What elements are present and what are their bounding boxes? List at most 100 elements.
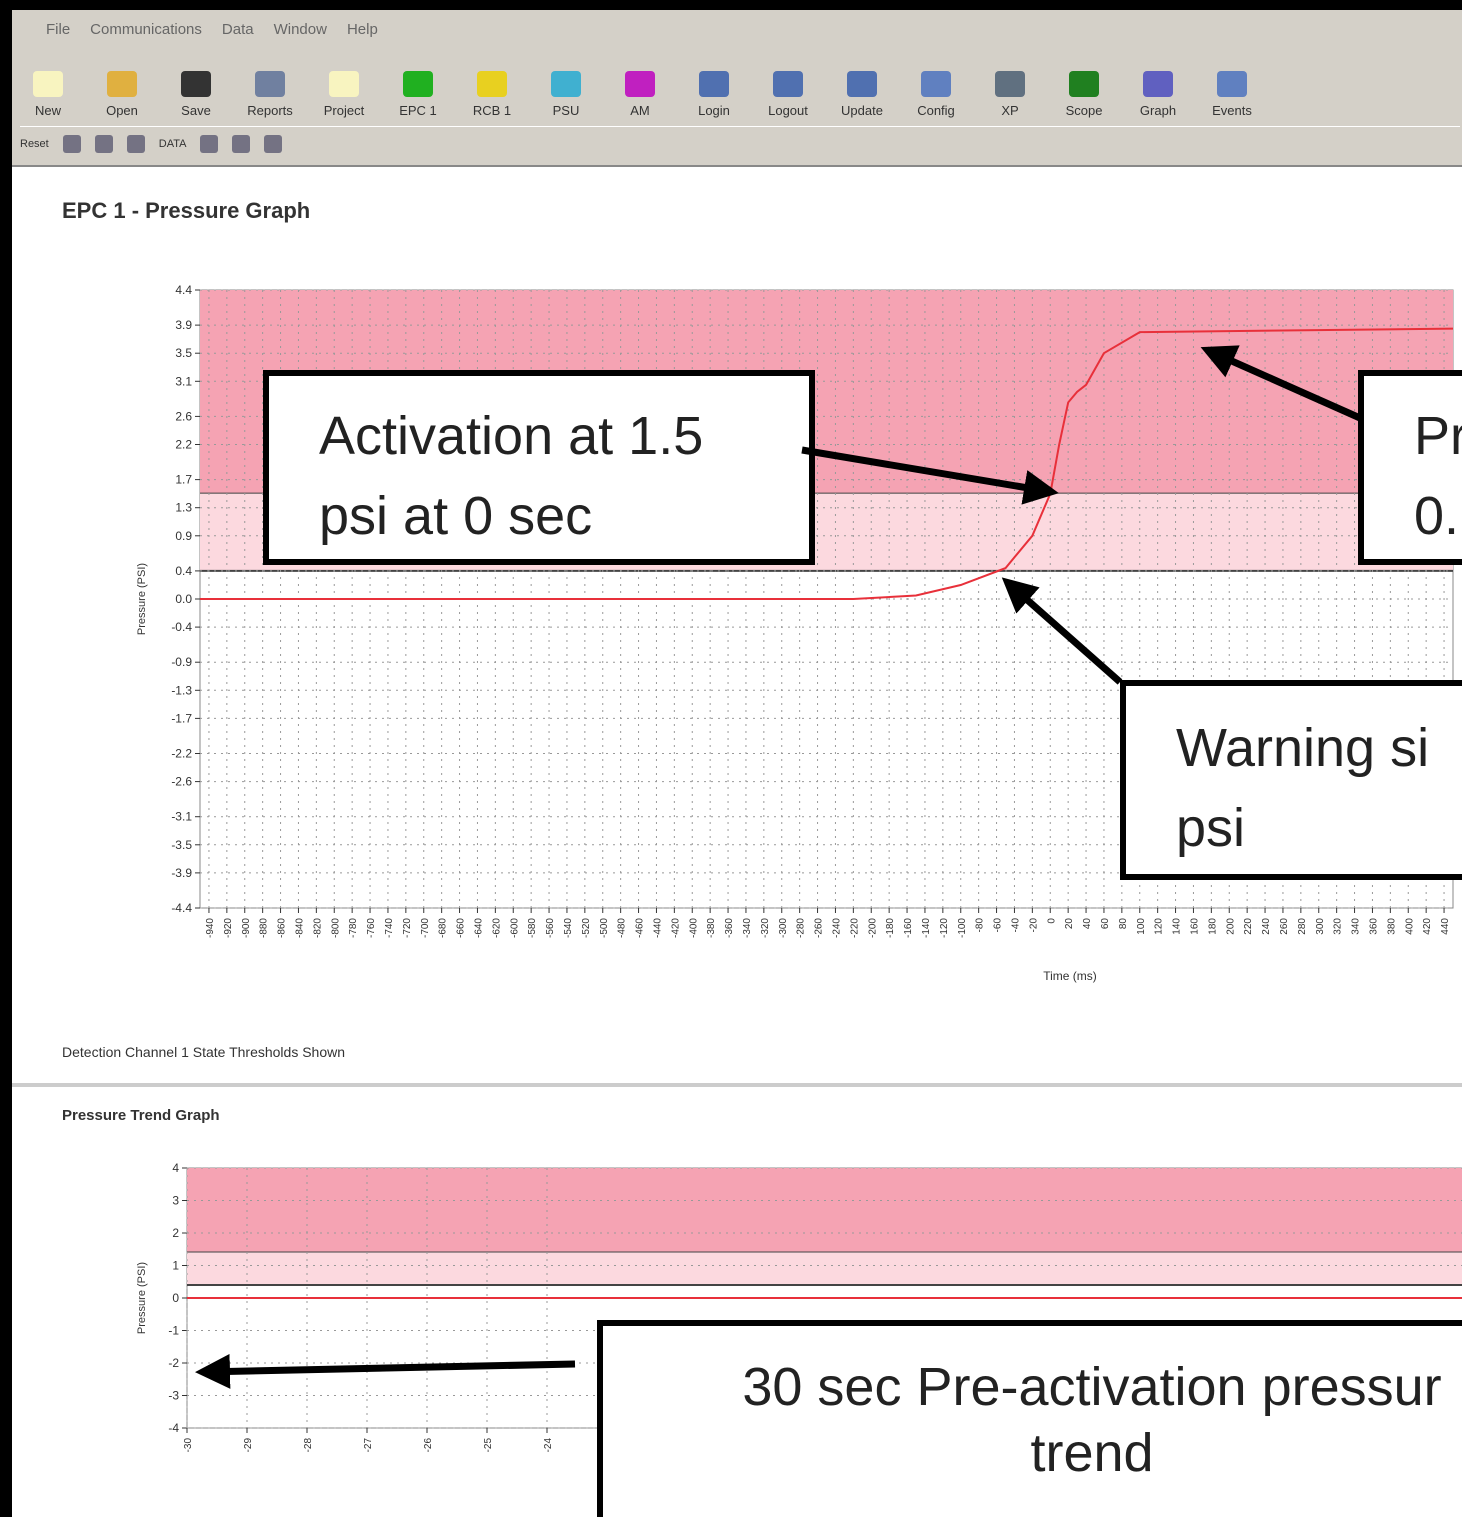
button-label: Update [841,103,883,118]
window: Detection Channel 1 State Thresholds Sho… [12,10,1462,1517]
y-tick-label: 2 [172,1226,179,1240]
toolbar-button[interactable]: Update [834,71,890,118]
button-label: New [35,103,61,118]
button-label: AM [630,103,650,118]
y-tick-label: 0.9 [175,529,192,543]
x-tick-label: 180 [1207,918,1218,935]
callout-text: Activation at 1.5 [319,396,809,476]
toolbar-button[interactable]: AM [612,71,668,118]
x-tick-label: -880 [259,918,270,938]
x-tick-label: -700 [420,918,431,938]
y-tick-label: 2.6 [175,409,192,423]
x-tick-label: -80 [975,918,986,933]
menu-item[interactable]: File [46,21,70,38]
x-tick-label: -120 [939,918,950,938]
y-tick-label: 0 [172,1291,179,1305]
x-tick-label: -420 [670,918,681,938]
callout: Warning sipsi [1120,680,1462,880]
toolbar-button[interactable]: Reset [20,138,49,150]
button-label: Project [324,103,364,118]
button-label: Logout [768,103,808,118]
x-tick-label: -860 [277,918,288,938]
button-label: Graph [1140,103,1176,118]
toolbar-button[interactable]: Events [1204,71,1260,118]
y-tick-label: 3.9 [175,318,192,332]
x-tick-label: 220 [1243,918,1254,935]
x-tick-label: -160 [903,918,914,938]
y-tick-label: 2.2 [175,438,192,452]
x-tick-label: -500 [599,918,610,938]
x-tick-label: -920 [223,918,234,938]
y-tick-label: -0.4 [171,620,192,634]
toolbar-button[interactable]: XP [982,71,1038,118]
toolbar-button[interactable]: RCB 1 [464,71,520,118]
menu-item[interactable]: Data [222,21,254,38]
icon [329,71,359,97]
x-tick-label: 160 [1189,918,1200,935]
y-tick-label: 1.3 [175,501,192,515]
x-tick-label: 140 [1172,918,1183,935]
icon [477,71,507,97]
y-tick-label: -1 [168,1324,179,1338]
toolbar: New Open Save Reports Project EPC 1 RCB 1 PSU AM… [20,48,1260,118]
toolbar-button[interactable]: DATA [159,138,187,150]
button-label: Config [917,103,955,118]
x-tick-label: 320 [1333,918,1344,935]
menu-item[interactable]: Window [274,21,327,38]
menu-item[interactable]: Help [347,21,378,38]
button-label: Scope [1066,103,1103,118]
icon [232,135,250,153]
x-tick-label: -380 [706,918,717,938]
x-tick-label: -480 [617,918,628,938]
icon [551,71,581,97]
toolbar-button[interactable]: Open [94,71,150,118]
x-tick-label: -40 [1010,918,1021,933]
button-label: PSU [553,103,580,118]
y-tick-label: -3.9 [171,866,192,880]
button-label: Events [1212,103,1252,118]
icon [181,71,211,97]
callout-text: Warning si [1176,708,1462,788]
toolbar-button[interactable]: New [20,71,76,118]
toolbar-button[interactable]: EPC 1 [390,71,446,118]
toolbar-button[interactable]: Reports [242,71,298,118]
callout: Activation at 1.5psi at 0 sec [263,370,815,565]
x-tick-label: 240 [1261,918,1272,935]
button-label: Open [106,103,138,118]
x-tick-label: -200 [867,918,878,938]
threshold-zone [187,1253,1462,1286]
x-axis-label: Time (ms) [1043,969,1097,983]
toolbar-button[interactable]: Config [908,71,964,118]
toolbar-button[interactable]: Save [168,71,224,118]
x-tick-label: -540 [563,918,574,938]
x-tick-label: 340 [1351,918,1362,935]
toolbar-button[interactable]: Logout [760,71,816,118]
icon [995,71,1025,97]
x-tick-label: -100 [957,918,968,938]
x-tick-label: -580 [527,918,538,938]
y-tick-label: 0.4 [175,564,192,578]
toolbar-button[interactable]: Login [686,71,742,118]
footer-text: Detection Channel 1 State Thresholds Sho… [62,1044,345,1060]
threshold-zone [187,1168,1462,1253]
toolbar-button[interactable]: Scope [1056,71,1112,118]
y-tick-label: -0.9 [171,655,192,669]
icon [264,135,282,153]
x-tick-label: -140 [921,918,932,938]
x-tick-label: -760 [366,918,377,938]
toolbar-button[interactable]: Graph [1130,71,1186,118]
x-tick-label: 200 [1225,918,1236,935]
menu-item[interactable]: Communications [90,21,202,38]
x-tick-label: 60 [1100,918,1111,930]
icon [33,71,63,97]
toolbar-button[interactable]: PSU [538,71,594,118]
x-tick-label: -320 [760,918,771,938]
icon [1217,71,1247,97]
toolbar-button[interactable]: Project [316,71,372,118]
x-tick-label: 440 [1440,918,1451,935]
icon [1069,71,1099,97]
x-tick-label: 300 [1315,918,1326,935]
x-tick-label: 80 [1118,918,1129,930]
page: Detection Channel 1 State Thresholds Sho… [0,0,1462,1517]
